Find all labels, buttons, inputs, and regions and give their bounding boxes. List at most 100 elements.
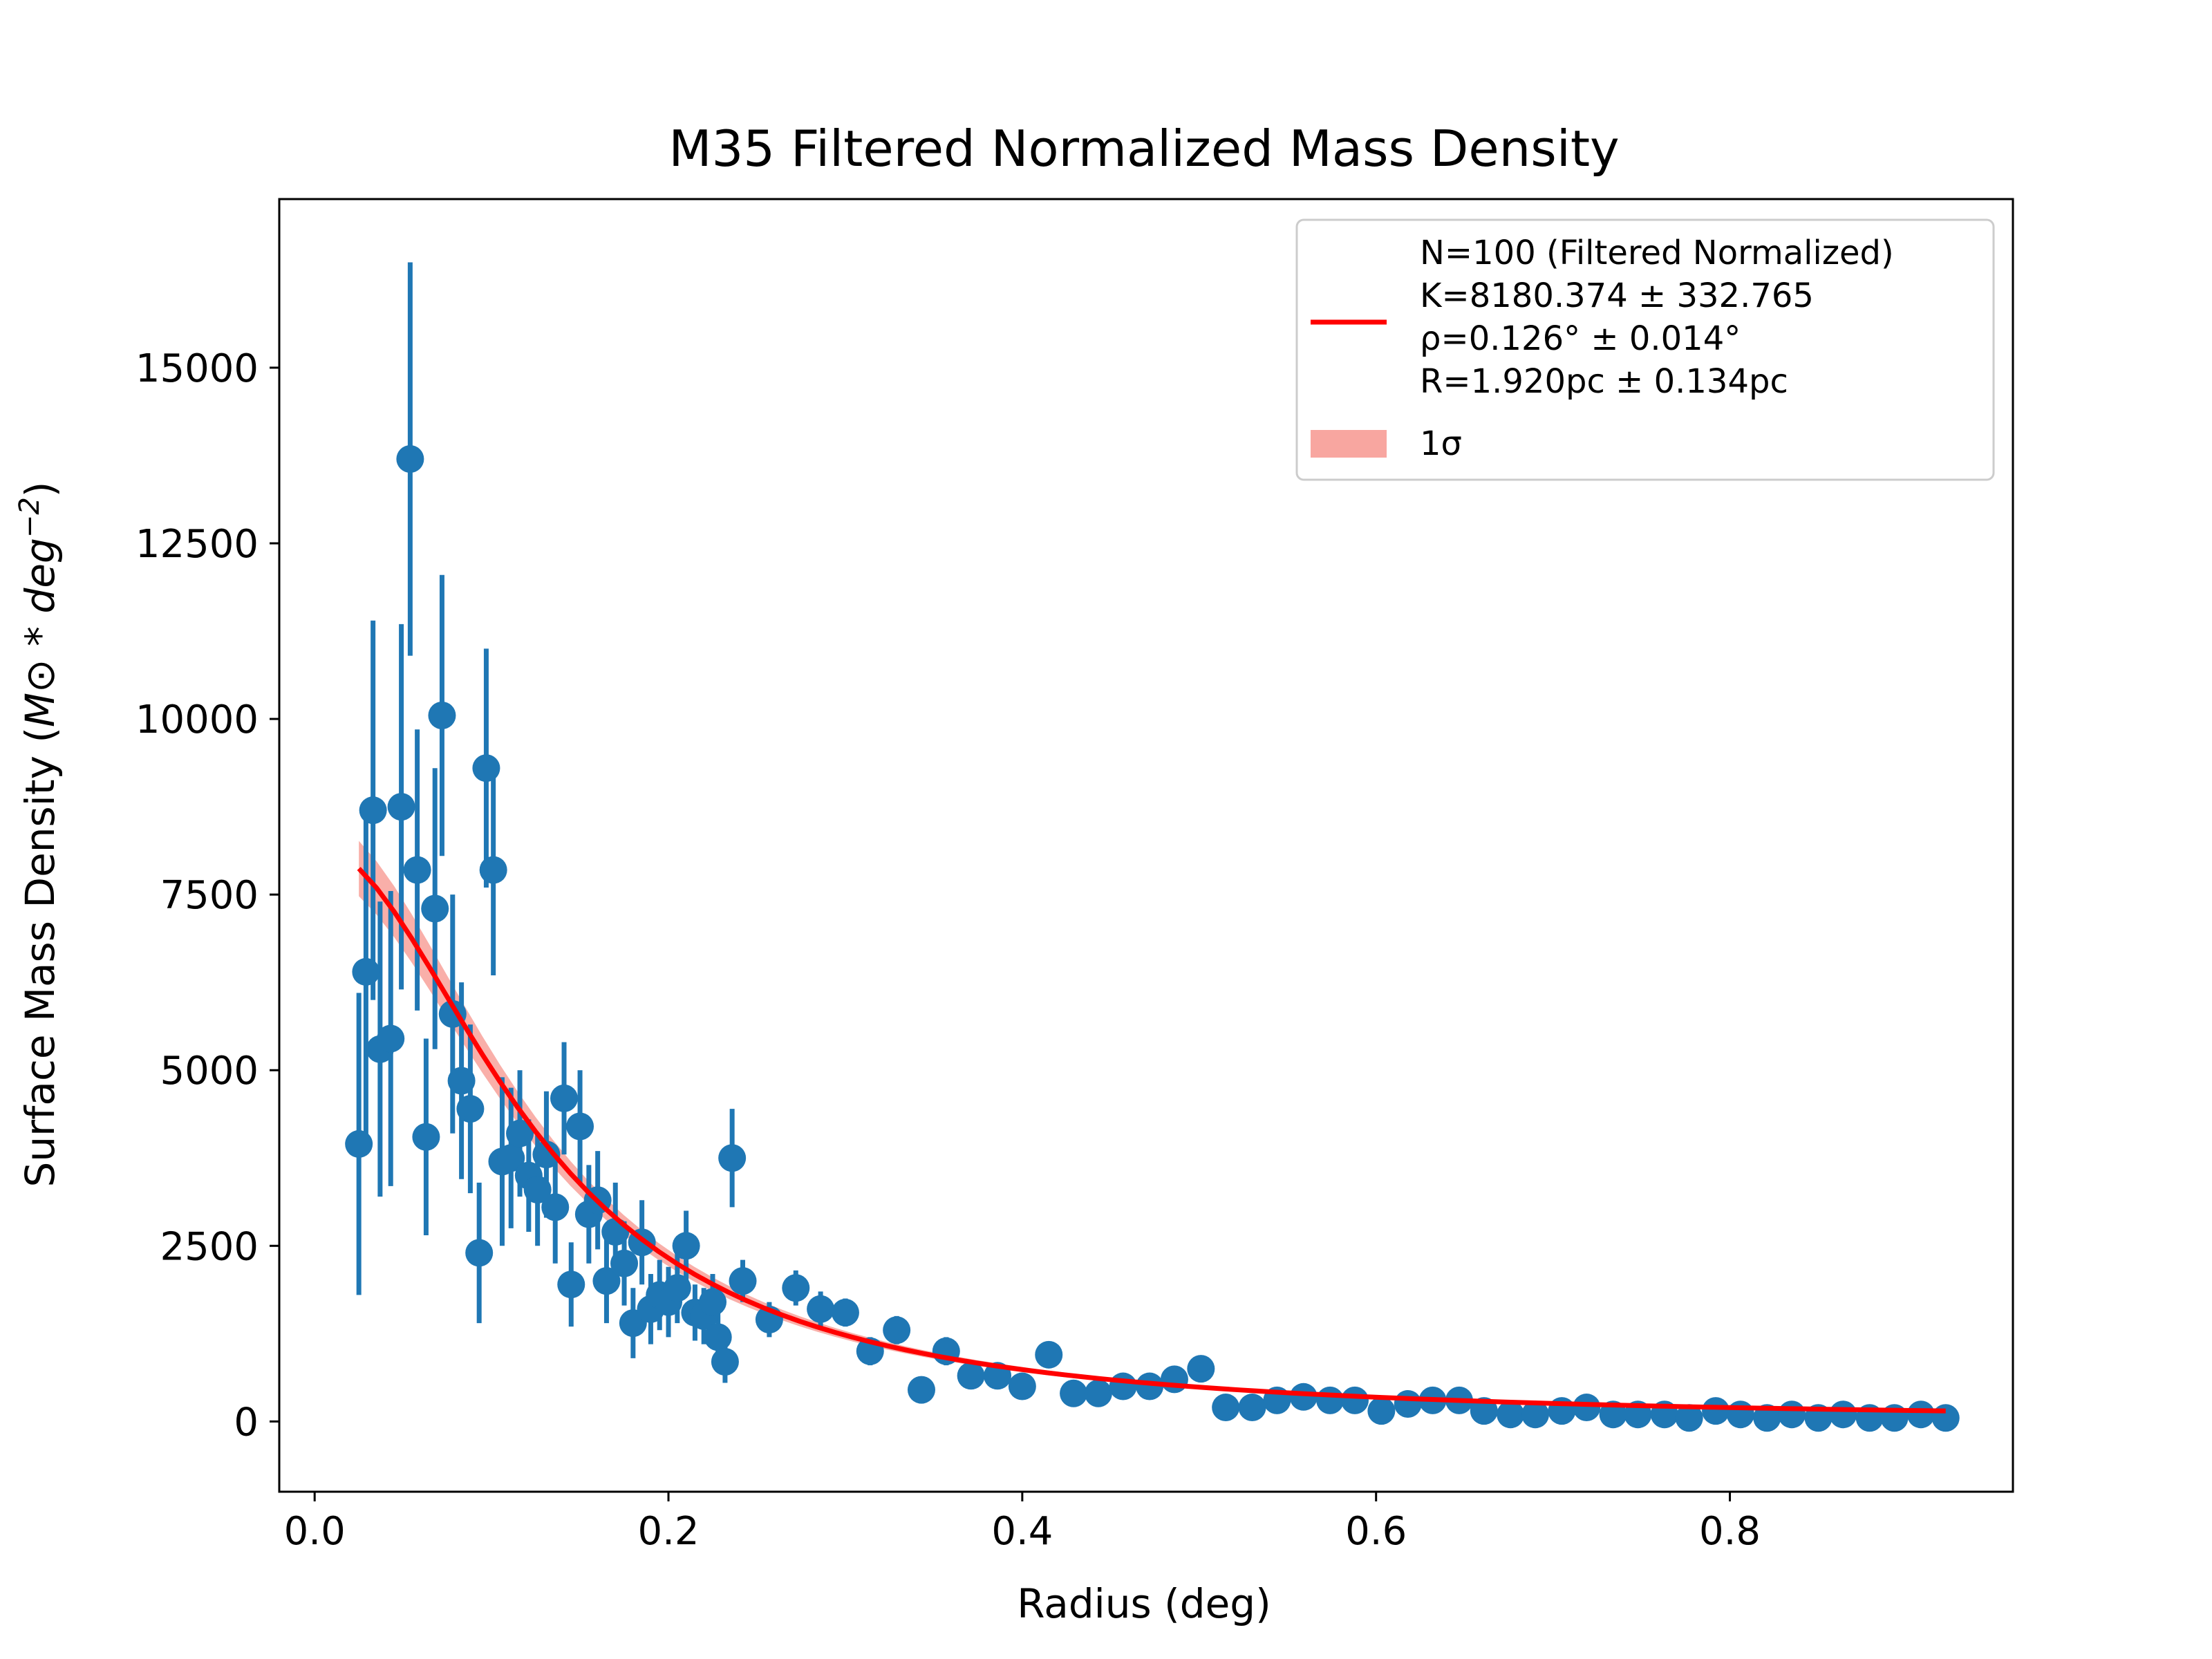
data-point xyxy=(1931,1404,1960,1432)
data-point xyxy=(729,1267,757,1295)
data-point xyxy=(1187,1355,1215,1383)
data-point xyxy=(711,1347,739,1376)
y-axis-label-exponent: −2 xyxy=(14,497,46,538)
chart-title: M35 Filtered Normalized Mass Density xyxy=(668,120,1619,178)
x-axis-label: Radius (deg) xyxy=(1017,1580,1271,1627)
data-point xyxy=(1394,1389,1422,1418)
data-point xyxy=(782,1274,810,1302)
data-point xyxy=(506,1119,534,1147)
data-point xyxy=(1675,1404,1703,1432)
data-point xyxy=(1497,1400,1525,1429)
data-point xyxy=(1340,1386,1369,1414)
data-point xyxy=(523,1175,552,1203)
legend-fit-line-2: K=8180.374 ± 332.765 xyxy=(1420,276,1814,315)
data-point xyxy=(1060,1379,1088,1407)
data-point xyxy=(1573,1394,1601,1422)
data-point xyxy=(479,856,507,884)
y-tick-label: 2500 xyxy=(160,1224,259,1269)
data-point xyxy=(1316,1386,1344,1414)
data-point xyxy=(610,1249,639,1277)
data-point xyxy=(403,856,431,884)
data-point xyxy=(807,1295,835,1323)
fit-curve xyxy=(357,867,1946,1414)
legend-band-swatch xyxy=(1311,430,1387,458)
data-point xyxy=(1008,1372,1036,1400)
data-point xyxy=(1367,1397,1396,1425)
data-point xyxy=(465,1239,494,1267)
legend-fit-line-3: ρ=0.126° ± 0.014° xyxy=(1420,319,1741,358)
data-point xyxy=(718,1144,747,1172)
data-point xyxy=(1778,1400,1806,1429)
y-tick-label: 15000 xyxy=(135,346,259,391)
data-point xyxy=(1702,1397,1730,1425)
data-point xyxy=(957,1362,985,1390)
data-point xyxy=(377,1024,405,1053)
data-point xyxy=(1136,1372,1164,1400)
legend-fit-line-1: N=100 (Filtered Normalized) xyxy=(1420,234,1894,272)
data-point xyxy=(1238,1394,1266,1422)
data-point xyxy=(1829,1400,1857,1429)
y-axis-label: Surface Mass Density (M⊙ * deg−2) xyxy=(14,482,64,1188)
x-tick-label: 0.4 xyxy=(991,1509,1053,1554)
data-point xyxy=(1753,1404,1781,1432)
data-point xyxy=(387,793,415,821)
data-point xyxy=(541,1193,570,1221)
data-point xyxy=(831,1298,859,1327)
legend-band-label: 1σ xyxy=(1420,424,1462,463)
fit-curve-layer xyxy=(357,867,1946,1414)
x-tick-label: 0.8 xyxy=(1699,1509,1761,1554)
data-point xyxy=(1160,1365,1188,1394)
legend: N=100 (Filtered Normalized) K=8180.374 ±… xyxy=(1295,218,1995,481)
data-point xyxy=(883,1316,911,1344)
data-point xyxy=(704,1323,732,1351)
data-point xyxy=(1109,1372,1137,1400)
data-point xyxy=(497,1144,525,1172)
y-tick-label: 5000 xyxy=(160,1049,259,1094)
data-point xyxy=(1470,1397,1498,1425)
data-point xyxy=(396,445,424,474)
x-tick-label: 0.6 xyxy=(1345,1509,1407,1554)
data-point xyxy=(532,1141,561,1169)
data-point xyxy=(1726,1400,1754,1429)
data-point xyxy=(663,1274,691,1302)
data-point xyxy=(566,1112,594,1141)
x-axis-ticks: 0.0 0.2 0.4 0.6 0.8 xyxy=(284,1492,1761,1554)
y-axis-label-main: Surface Mass Density ( xyxy=(17,727,64,1187)
data-point xyxy=(359,796,387,825)
legend-box xyxy=(1295,218,1995,481)
data-point xyxy=(1212,1394,1240,1422)
y-axis-label-close: ) xyxy=(17,482,64,498)
y-tick-label: 7500 xyxy=(160,873,259,918)
data-point xyxy=(345,1130,373,1158)
data-point xyxy=(699,1288,727,1316)
data-point xyxy=(421,894,449,923)
data-point xyxy=(907,1376,935,1404)
y-tick-label: 12500 xyxy=(135,522,259,567)
data-point xyxy=(557,1271,585,1299)
plot-frame xyxy=(278,198,2014,1493)
data-point xyxy=(1906,1400,1935,1429)
data-point xyxy=(672,1232,700,1260)
x-tick-label: 0.0 xyxy=(284,1509,346,1554)
data-point xyxy=(1035,1340,1063,1369)
data-point xyxy=(592,1267,621,1295)
x-tick-label: 0.2 xyxy=(637,1509,699,1554)
data-point-layer xyxy=(345,445,1960,1432)
y-axis-label-unit: M⊙ * deg xyxy=(17,538,64,727)
data-point xyxy=(412,1123,440,1151)
data-point xyxy=(601,1217,630,1246)
y-axis-ticks: 0 2500 5000 7500 10000 12500 15000 xyxy=(135,346,279,1445)
data-point xyxy=(447,1067,476,1095)
y-tick-label: 0 xyxy=(234,1400,259,1445)
data-point xyxy=(352,957,380,986)
data-point xyxy=(1084,1379,1112,1407)
data-point xyxy=(1521,1400,1550,1429)
data-point xyxy=(1289,1382,1318,1411)
data-point xyxy=(456,1095,485,1123)
legend-fit-line-4: R=1.920pc ± 0.134pc xyxy=(1420,362,1788,401)
data-point xyxy=(550,1084,579,1112)
data-point xyxy=(472,754,500,782)
data-point xyxy=(428,701,456,729)
y-tick-label: 10000 xyxy=(135,697,259,742)
